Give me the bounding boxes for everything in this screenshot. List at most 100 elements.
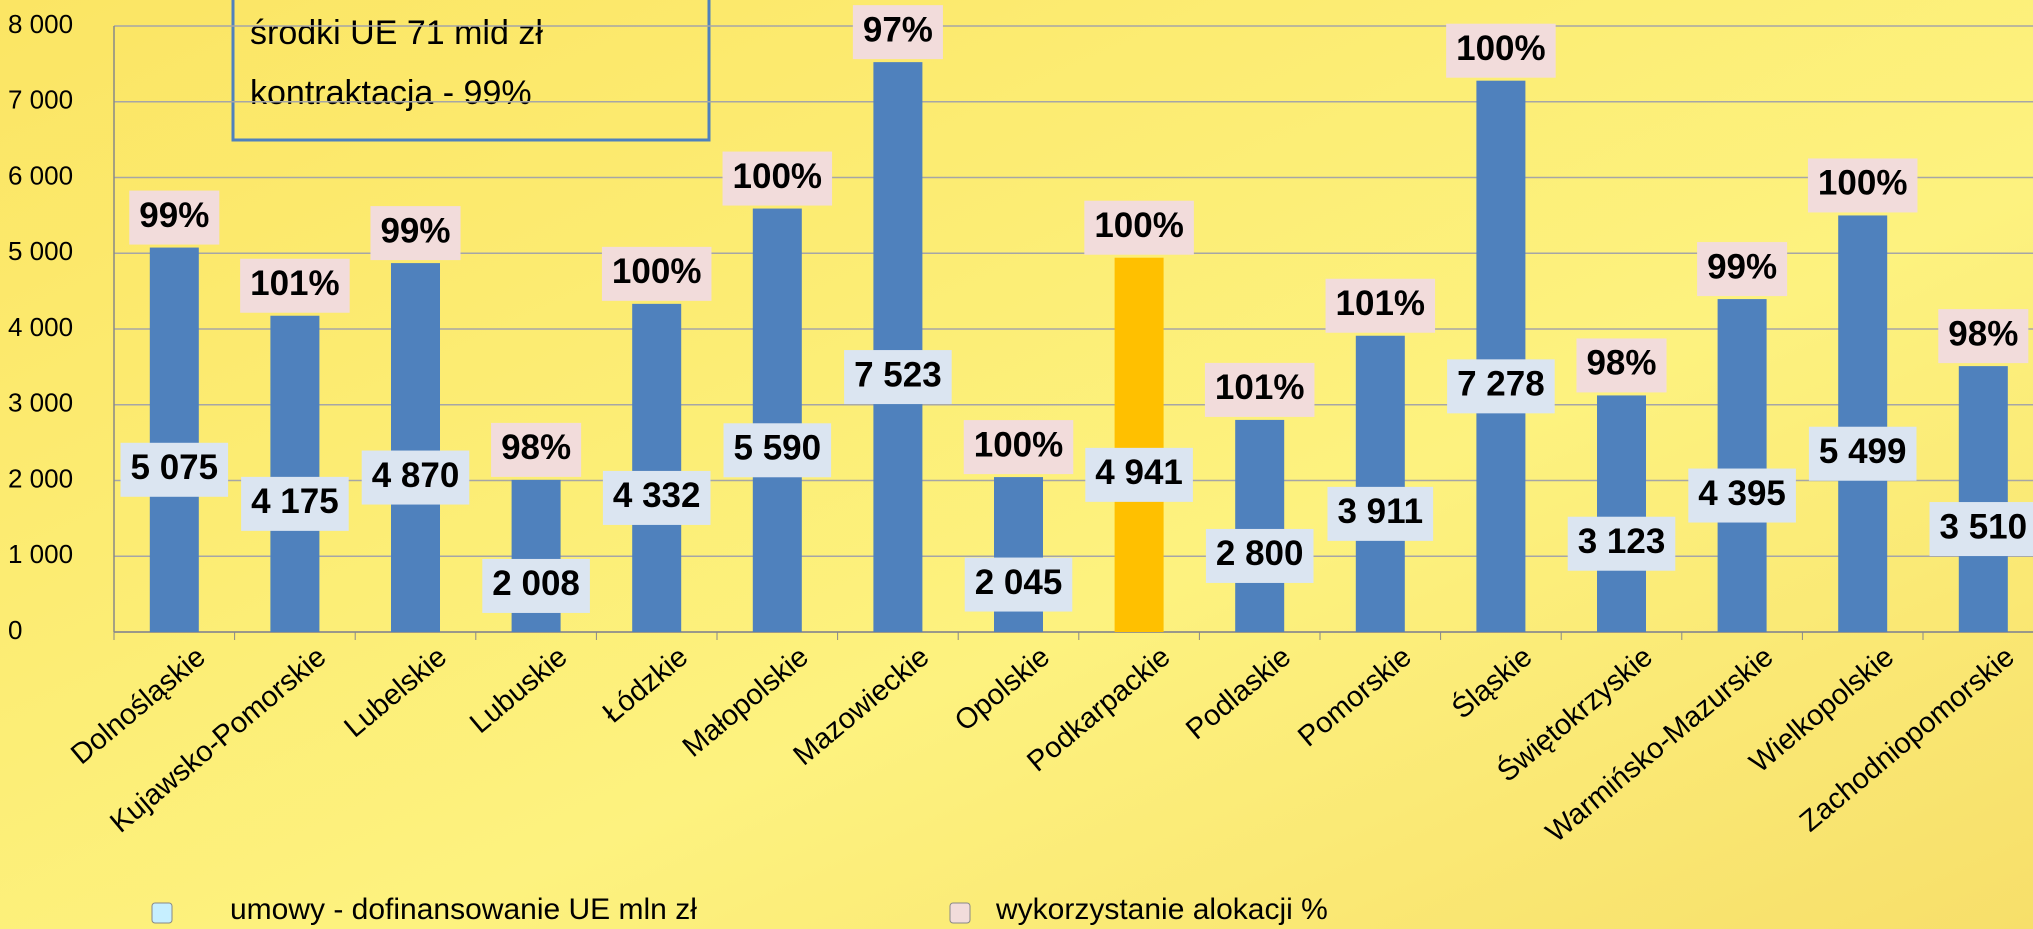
value-label: 4 870 bbox=[372, 456, 460, 495]
value-label: 3 911 bbox=[1337, 492, 1423, 531]
bar bbox=[1717, 299, 1767, 632]
percent-label: 101% bbox=[1215, 368, 1305, 407]
value-label-box bbox=[1447, 359, 1555, 414]
value-label-group: 2 008 bbox=[482, 558, 590, 613]
percent-label-group: 100% bbox=[601, 246, 712, 301]
value-label-box bbox=[1929, 502, 2033, 557]
value-label-box bbox=[844, 350, 952, 405]
value-label-box bbox=[120, 442, 229, 497]
percent-label-box bbox=[1938, 309, 2029, 364]
y-tick-label: 1 000 bbox=[8, 539, 73, 569]
value-label: 4 175 bbox=[251, 482, 339, 521]
percent-label-group: 101% bbox=[1204, 362, 1315, 417]
percent-label-group: 99% bbox=[370, 206, 461, 261]
percent-label: 100% bbox=[612, 252, 702, 291]
bar bbox=[270, 315, 320, 632]
annotation-box bbox=[231, 0, 711, 142]
bar bbox=[1235, 419, 1285, 632]
percent-label-group: 100% bbox=[1446, 23, 1556, 78]
percent-label-group: 98% bbox=[491, 422, 582, 477]
value-label: 4 941 bbox=[1095, 453, 1183, 492]
percent-label: 100% bbox=[1818, 164, 1908, 203]
y-tick-label: 3 000 bbox=[8, 388, 73, 418]
value-label-group: 4 870 bbox=[361, 450, 470, 505]
value-label-group: 7 278 bbox=[1447, 359, 1555, 414]
y-tick-label: 7 000 bbox=[8, 85, 73, 115]
value-label-group: 5 075 bbox=[120, 442, 229, 497]
bar bbox=[1597, 395, 1646, 632]
percent-label-group: 101% bbox=[1325, 278, 1436, 333]
value-label: 3 123 bbox=[1578, 522, 1666, 561]
percent-label-box bbox=[1807, 158, 1918, 213]
value-label-box bbox=[723, 423, 832, 478]
value-label-group: 2 800 bbox=[1205, 528, 1314, 583]
percent-label: 99% bbox=[380, 211, 450, 250]
value-label-group: 3 123 bbox=[1567, 516, 1676, 571]
value-label: 3 510 bbox=[1940, 507, 2028, 546]
value-label-box bbox=[1327, 486, 1434, 541]
value-label-group: 3 911 bbox=[1327, 486, 1434, 541]
percent-label-box bbox=[240, 258, 350, 313]
percent-label: 100% bbox=[1094, 206, 1184, 245]
y-tick-label: 2 000 bbox=[8, 463, 73, 493]
percent-label: 100% bbox=[733, 157, 823, 196]
bar bbox=[1355, 335, 1405, 632]
value-label-group: 7 523 bbox=[844, 350, 952, 405]
percent-label-box bbox=[1697, 242, 1788, 297]
percent-label: 100% bbox=[1456, 29, 1546, 68]
value-label: 5 499 bbox=[1819, 432, 1907, 471]
bar bbox=[752, 208, 802, 632]
value-label-box bbox=[482, 558, 590, 613]
value-label-box bbox=[602, 470, 711, 525]
percent-label-group: 100% bbox=[963, 420, 1074, 475]
percent-label: 101% bbox=[1336, 284, 1426, 323]
bar bbox=[1958, 366, 2008, 632]
legend-swatch bbox=[151, 902, 173, 924]
value-label: 4 395 bbox=[1698, 474, 1786, 513]
percent-label-group: 100% bbox=[1084, 200, 1194, 255]
value-label: 2 008 bbox=[492, 564, 580, 603]
y-tick-label: 4 000 bbox=[8, 312, 73, 342]
value-label-box bbox=[964, 557, 1073, 612]
percent-label-group: 98% bbox=[1576, 338, 1667, 393]
percent-label-group: 100% bbox=[722, 151, 833, 206]
value-label: 5 075 bbox=[131, 448, 219, 487]
percent-label: 99% bbox=[139, 196, 209, 235]
percent-label-box bbox=[1576, 338, 1667, 393]
y-tick-label: 5 000 bbox=[8, 236, 73, 266]
percent-label-group: 98% bbox=[1938, 309, 2029, 364]
percent-label-box bbox=[1084, 200, 1194, 255]
percent-label: 98% bbox=[1948, 314, 2018, 353]
y-tick-label: 0 bbox=[8, 615, 22, 645]
percent-label: 100% bbox=[974, 425, 1064, 464]
percent-label: 97% bbox=[863, 10, 933, 49]
percent-label-group: 99% bbox=[129, 190, 220, 245]
percent-label-group: 99% bbox=[1697, 242, 1788, 297]
value-label-box bbox=[1567, 516, 1676, 571]
value-label-box bbox=[1688, 468, 1796, 523]
annotation: środki UE 71 mld zł bbox=[250, 14, 543, 52]
legend-label: umowy - dofinansowanie UE mln zł bbox=[230, 893, 697, 926]
value-label-box bbox=[1808, 426, 1917, 481]
bar bbox=[1838, 215, 1888, 632]
value-label-group: 4 395 bbox=[1688, 468, 1796, 523]
bar bbox=[873, 62, 923, 632]
value-label-box bbox=[1085, 447, 1193, 502]
bar bbox=[632, 303, 682, 632]
percent-label-group: 101% bbox=[240, 258, 350, 313]
percent-label-box bbox=[129, 190, 220, 245]
percent-label: 99% bbox=[1707, 247, 1777, 286]
bar bbox=[1476, 80, 1526, 632]
percent-label-box bbox=[852, 5, 943, 60]
value-label: 7 523 bbox=[854, 355, 942, 394]
percent-label-box bbox=[1204, 362, 1315, 417]
bar bbox=[149, 247, 199, 632]
value-label-box bbox=[241, 476, 349, 531]
value-label-group: 5 499 bbox=[1808, 426, 1917, 481]
value-label: 2 045 bbox=[975, 563, 1063, 602]
value-label-group: 3 510 bbox=[1929, 502, 2033, 557]
legend-label: wykorzystanie alokacji % bbox=[995, 893, 1328, 926]
y-tick-label: 6 000 bbox=[8, 160, 73, 190]
value-label-group: 4 175 bbox=[241, 476, 349, 531]
